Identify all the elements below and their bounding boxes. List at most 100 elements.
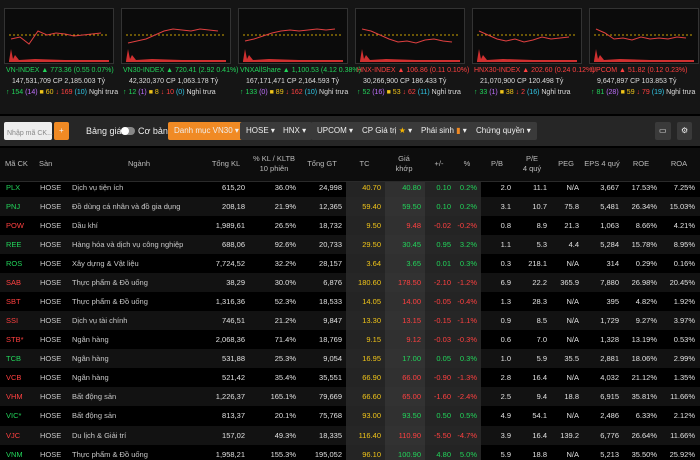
cell: 7.25% [673,182,695,192]
cell: 521,42 [222,373,245,383]
hose-dropdown[interactable]: HOSE ▾ [240,122,281,140]
header-line: PEG [558,159,574,168]
cell: Thực phẩm & Đồ uống [72,449,148,459]
toggle[interactable] [121,127,135,135]
ticker[interactable]: STB* [6,335,24,345]
breadth-same: 8 [154,89,159,96]
ticker[interactable]: VHM [6,392,23,402]
ticker[interactable]: ROS [6,258,23,268]
cell: 11.66% [670,430,695,440]
price-board-tab[interactable]: Bảng giá [86,126,122,136]
mini-chart[interactable] [121,8,231,64]
ticker[interactable]: TCB [6,354,21,364]
column-header[interactable]: Giá khớp [386,154,422,174]
cell: 92.6% [274,239,296,249]
hnx-dropdown[interactable]: HNX ▾ [277,122,313,140]
ticker[interactable]: VNM [6,449,23,459]
search-box[interactable]: Nhập mã CK... [4,122,53,140]
cell: Ngân hàng [72,373,109,383]
watchlist-dropdown[interactable]: Danh mục VN30 ▾ [168,122,245,140]
ticker[interactable]: PLX [6,182,21,192]
cell: 22.2 [532,277,547,287]
glyph: ↓ [636,89,642,96]
column-header[interactable]: Mã CK [5,159,35,169]
column-header[interactable]: ROA [662,159,696,169]
cell: HOSE [40,277,62,287]
volume-area [9,49,109,62]
column-highlight [346,180,385,460]
breadth-down-floor: (0) [175,89,185,96]
column-header[interactable]: % [456,159,478,169]
mini-chart[interactable] [589,8,699,64]
cell: 79,669 [319,392,342,402]
mini-chart[interactable] [355,8,465,64]
mini-chart[interactable] [4,8,114,64]
index-value: 1,100.53 [291,67,319,74]
index-breadth: ↑ 154 (14) ■ 60 ↓ 169 (10) Nghỉ trưa [6,88,118,97]
cell: 16.4 [532,373,547,383]
column-header[interactable]: Sàn [39,159,67,169]
cell: 25.3% [274,354,296,364]
column-header[interactable]: Tổng GT [301,159,343,169]
ticker[interactable]: VJC [6,430,21,440]
header-line: P/E [525,154,539,163]
ticker[interactable]: SSI [6,316,19,326]
column-header[interactable]: TC [347,159,382,169]
column-header[interactable]: +/- [426,159,452,169]
breadth-status: Nghỉ trưa [186,89,216,96]
cell: -1.1% [457,316,477,326]
cell: 35.4% [274,373,296,383]
index-stats: 42,320,370 CP 1,063.178 Tỷ [129,78,219,85]
column-header[interactable]: ROE [624,159,658,169]
glyph: ↑ [123,89,129,96]
screen-button[interactable]: ▭ [655,122,671,140]
header-line: Tổng GT [307,159,337,168]
column-header[interactable]: % KL / KLTB 10 phiên [251,154,297,174]
cell: 0.01 [436,258,451,268]
basic-mode[interactable]: Cơ bản [138,126,168,136]
index-line [244,28,336,42]
warrants-dropdown[interactable]: Chứng quyền ▾ [470,122,537,140]
volume-area [243,49,343,62]
ticker[interactable]: PNJ [6,201,21,211]
upcom-dropdown[interactable]: UPCOM ▾ [311,122,360,140]
column-header[interactable]: Ngành [71,159,207,169]
upcom-label: UPCOM [317,126,347,135]
cell: 7,724,52 [215,258,245,268]
cell: 1.3 [500,296,511,306]
ticker[interactable]: REE [6,239,22,249]
cell: 116.40 [358,430,381,440]
breadth-up: 133 [245,89,258,96]
column-header[interactable]: EPS 4 quý [584,159,620,169]
header-line: 10 phiên [259,164,289,173]
settings-button[interactable]: ⚙ [677,122,693,140]
column-header[interactable]: Tổng KL [206,159,246,169]
cell: 18,769 [319,335,342,345]
cell: 18,335 [319,430,342,440]
breadth-down-floor: (16) [526,89,540,96]
mini-chart[interactable] [472,8,582,64]
cell: 1,316,36 [215,296,245,306]
cell: 8.5 [536,316,547,326]
cell: 35.50% [631,449,657,459]
column-header[interactable]: PEG [552,159,580,169]
column-header[interactable]: P/E 4 quý [516,154,548,174]
breadth-up-ceiling: (1) [138,89,147,96]
cell: 9,054 [323,354,342,364]
value-stocks-label: CP Giá trị [362,126,397,135]
ticker[interactable]: SAB [6,277,22,287]
glyph: ■ [499,89,506,96]
breadth-status: Nghỉ trưa [666,89,696,96]
ticker[interactable]: VCB [6,373,22,383]
column-header[interactable]: P/B [482,159,512,169]
ticker[interactable]: POW [6,220,24,230]
add-button[interactable]: + [54,122,69,140]
ticker[interactable]: VIC* [6,411,22,421]
toolbar: Nhập mã CK... + Bảng giá Cơ bản Danh mục… [0,116,700,146]
value-stocks-dropdown[interactable]: CP Giá trị ★ ▾ [356,122,419,140]
cell: 365.9 [560,277,579,287]
mini-chart[interactable] [238,8,348,64]
cell: 7,880 [600,277,619,287]
derivatives-dropdown[interactable]: Phái sinh ▮ ▾ [415,122,473,140]
ticker[interactable]: SBT [6,296,21,306]
